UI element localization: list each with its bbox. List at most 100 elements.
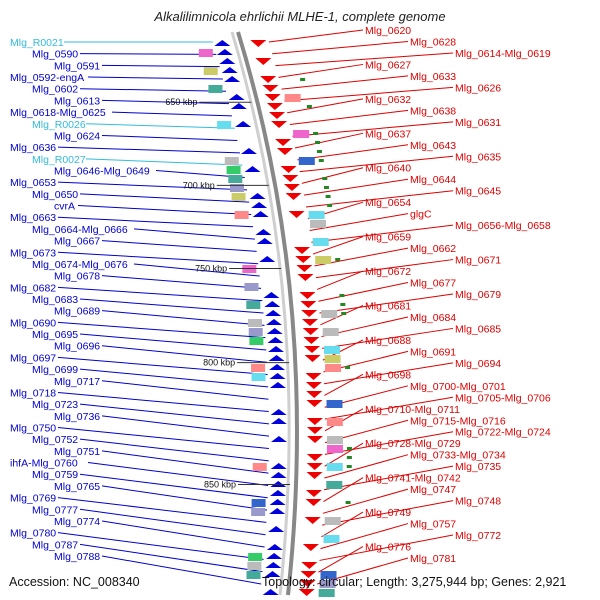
left-gene-label: Mlg_0759 — [32, 469, 78, 481]
right-strand-arrow — [305, 373, 322, 380]
right-feature-block — [315, 256, 332, 264]
right-tick-mark — [340, 303, 346, 306]
left-label-connector — [101, 415, 270, 437]
left-feature-block — [198, 49, 213, 57]
right-label-connector — [320, 523, 409, 550]
left-label-connector — [101, 134, 238, 142]
right-feature-block — [293, 130, 310, 138]
right-gene-label: Mlg_0694 — [455, 358, 501, 370]
right-tick-mark — [339, 294, 345, 297]
rna-gene-label: Mlg_R0027 — [32, 154, 86, 166]
right-label-connector — [318, 546, 364, 573]
left-label-connector — [79, 193, 250, 203]
left-label-connector — [101, 345, 268, 363]
right-feature-block — [312, 238, 329, 246]
left-strand-arrow — [268, 346, 285, 352]
left-feature-block — [247, 319, 262, 327]
right-strand-arrow — [301, 319, 318, 326]
left-gene-label: Mlg_0718 — [10, 387, 56, 399]
right-label-connector — [275, 52, 454, 67]
left-gene-label: Mlg_0750 — [10, 423, 56, 435]
right-label-connector — [289, 109, 409, 125]
right-strand-arrow — [297, 274, 314, 281]
right-gene-label: Mlg_0748 — [455, 496, 501, 508]
right-gene-label: Mlg_0776 — [365, 542, 411, 554]
right-strand-arrow — [283, 184, 300, 191]
rna-gene-label: Mlg_R0026 — [32, 119, 86, 131]
right-label-connector — [319, 293, 454, 314]
left-gene-label: Mlg_0678 — [54, 271, 100, 283]
right-tick-mark — [318, 159, 324, 162]
left-feature-block — [231, 193, 246, 201]
right-label-connector — [323, 362, 454, 385]
left-strand-arrow — [244, 166, 261, 172]
left-gene-label: Mlg_0683 — [32, 294, 78, 306]
right-strand-arrow — [282, 175, 299, 182]
left-gene-label: cvrA — [54, 201, 75, 213]
right-gene-label: Mlg_0700-Mlg_0701 — [410, 381, 506, 393]
left-label-connector — [101, 485, 268, 511]
right-gene-label: Mlg_0749 — [365, 507, 411, 519]
right-label-connector — [320, 305, 364, 326]
right-gene-label: Mlg_0643 — [410, 140, 456, 152]
right-strand-arrow — [275, 139, 292, 146]
left-label-connector — [77, 205, 252, 215]
right-strand-arrow — [264, 94, 281, 101]
left-gene-label: Mlg_0602 — [32, 84, 78, 96]
left-strand-arrow — [269, 508, 286, 514]
right-feature-block — [326, 418, 343, 426]
right-strand-arrow — [266, 103, 283, 110]
left-label-connector — [101, 99, 230, 105]
left-feature-block — [228, 175, 243, 183]
right-gene-label: Mlg_0654 — [365, 197, 411, 209]
kbp-tick-label: 800 kbp — [203, 358, 235, 368]
right-gene-label: Mlg_0685 — [455, 323, 501, 335]
genome-title: Alkalilimnicola ehrlichii MLHE-1, comple… — [154, 9, 446, 24]
right-tick-mark — [346, 465, 352, 468]
left-gene-label: Mlg_0636 — [10, 142, 56, 154]
left-gene-label: Mlg_0769 — [10, 493, 56, 505]
right-label-connector — [311, 224, 454, 243]
right-strand-arrow — [306, 463, 323, 470]
left-gene-label: Mlg_0765 — [54, 481, 100, 493]
right-label-connector — [324, 431, 454, 455]
left-strand-arrow — [259, 256, 276, 262]
left-gene-label: Mlg_0674-Mlg_0676 — [32, 259, 128, 271]
left-label-connector — [101, 450, 269, 474]
right-feature-block — [324, 517, 341, 525]
right-strand-arrow — [306, 472, 323, 479]
left-feature-block — [248, 553, 263, 561]
left-strand-arrow — [270, 463, 287, 469]
right-gene-label: Mlg_0631 — [455, 117, 501, 129]
left-gene-label: Mlg_0736 — [54, 411, 100, 423]
right-strand-arrow — [300, 301, 317, 308]
right-strand-arrow — [295, 256, 312, 263]
left-feature-block — [226, 166, 241, 174]
right-tick-mark — [316, 150, 322, 153]
right-strand-arrow — [299, 580, 316, 587]
right-feature-block — [310, 220, 327, 228]
left-label-connector — [133, 228, 255, 240]
right-label-connector — [321, 511, 364, 538]
left-gene-label: Mlg_0788 — [54, 551, 100, 563]
right-label-connector — [324, 373, 364, 396]
left-feature-block — [217, 121, 232, 129]
left-strand-arrow — [256, 238, 273, 244]
right-strand-arrow — [296, 265, 313, 272]
right-strand-arrow — [302, 544, 319, 551]
right-feature-block — [324, 346, 341, 354]
left-feature-block — [229, 184, 244, 192]
right-tick-mark — [300, 78, 306, 81]
left-gene-label: Mlg_0653 — [10, 177, 56, 189]
left-strand-arrow — [251, 202, 268, 208]
right-label-connector — [323, 477, 364, 502]
right-tick-mark — [313, 132, 319, 135]
right-gene-label: Mlg_0741-Mlg_0742 — [365, 473, 461, 485]
left-strand-arrow — [224, 76, 241, 82]
left-label-connector — [101, 275, 262, 289]
left-gene-label: Mlg_0752 — [32, 434, 78, 446]
right-strand-arrow — [288, 211, 305, 218]
left-gene-label: Mlg_0774 — [54, 516, 100, 528]
left-strand-arrow — [264, 571, 281, 577]
